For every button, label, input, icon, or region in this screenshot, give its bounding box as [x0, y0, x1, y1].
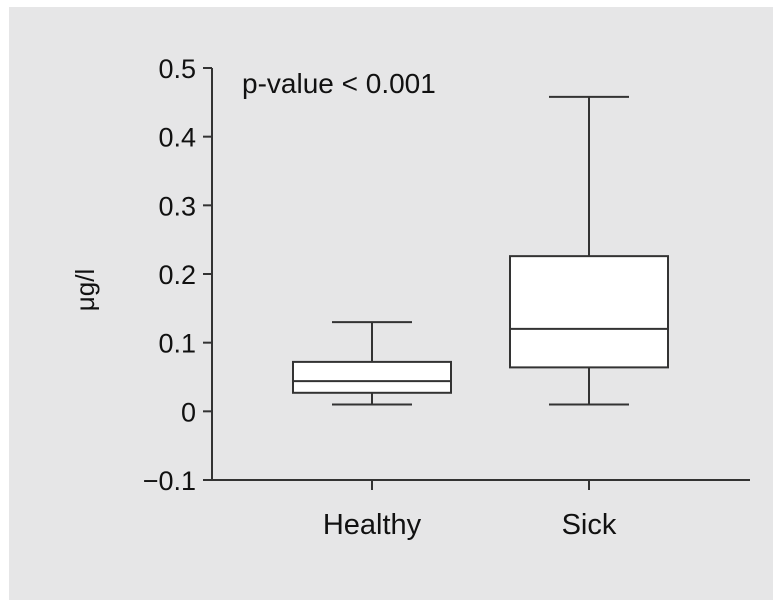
y-tick-label: −0.1 [143, 466, 196, 496]
boxes-group [292, 95, 669, 406]
y-tick-label: 0.2 [158, 260, 196, 290]
y-tick-label: 0.3 [158, 191, 196, 221]
p-value-annotation: p-value < 0.001 [242, 68, 436, 99]
y-tick-label: 0.5 [158, 54, 196, 84]
axes-group: 0.5 0.4 0.3 0.2 0.1 0 −0.1 Healthy Sick [143, 54, 750, 541]
x-tick-label-sick: Sick [562, 509, 617, 541]
x-tick-label-healthy: Healthy [323, 509, 422, 541]
y-tick-label: 0.1 [158, 329, 196, 359]
healthy-box [292, 360, 452, 394]
chart-figure: 0.5 0.4 0.3 0.2 0.1 0 −0.1 Healthy Sick p-value … [9, 7, 773, 600]
y-tick-label: 0 [181, 397, 196, 427]
y-axis-label: μg/l [70, 269, 100, 311]
sick-box [509, 255, 669, 369]
y-tick-label: 0.4 [158, 123, 196, 153]
box-plot-chart: 0.5 0.4 0.3 0.2 0.1 0 −0.1 Healthy Sick p-value … [70, 54, 750, 541]
